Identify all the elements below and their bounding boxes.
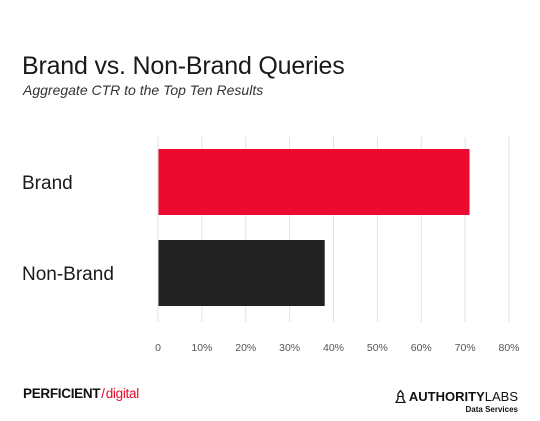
bell-tower-icon: [394, 390, 406, 403]
chart-subtitle: Aggregate CTR to the Top Ten Results: [23, 82, 264, 98]
x-tick-label: 40%: [323, 342, 344, 354]
category-label: Non-Brand: [22, 264, 114, 285]
logo-subtext: Data Services: [465, 405, 518, 414]
x-tick-label: 50%: [367, 342, 388, 354]
authoritylabs-logo: AUTHORITY LABS Data Services: [394, 389, 518, 414]
x-tick-label: 30%: [279, 342, 300, 354]
logo-text-accent: digital: [105, 386, 139, 401]
x-tick-label: 80%: [498, 342, 519, 354]
x-tick-label: 70%: [455, 342, 476, 354]
logo-text-main: PERFICIENT: [23, 386, 101, 401]
x-tick-label: 0: [155, 342, 161, 354]
bar-brand: [158, 149, 470, 215]
category-label: Brand: [22, 173, 73, 194]
x-tick-label: 20%: [235, 342, 256, 354]
x-tick-label: 10%: [191, 342, 212, 354]
logo-text-bold: AUTHORITY: [408, 389, 485, 404]
x-tick-label: 60%: [411, 342, 432, 354]
logo-text-light: LABS: [484, 389, 518, 404]
perficient-digital-logo: PERFICIENT/digital: [23, 386, 139, 401]
logo-slash: /: [101, 386, 105, 401]
bar-non-brand: [158, 240, 325, 306]
chart-title: Brand vs. Non-Brand Queries: [22, 52, 345, 80]
